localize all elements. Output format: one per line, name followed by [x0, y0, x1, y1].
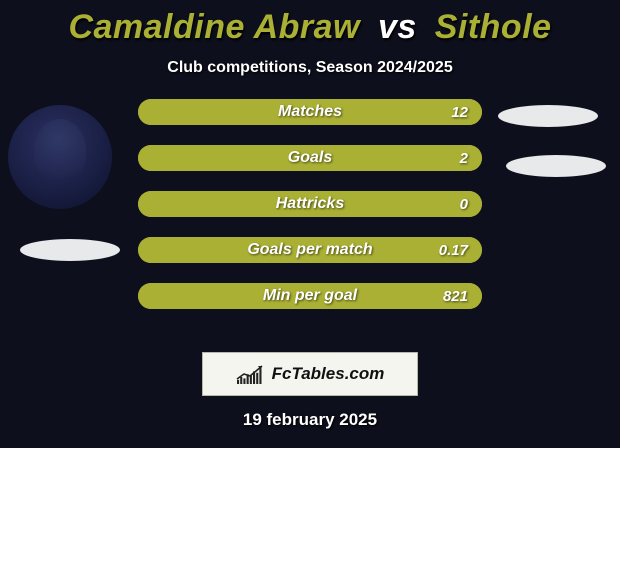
date-text: 19 february 2025	[0, 410, 620, 430]
stat-bars: Matches12 Goals2 Hattricks0 Goals per match…	[138, 99, 482, 329]
title-vs: vs	[378, 8, 417, 46]
stat-bar: Min per goal821	[138, 283, 482, 309]
player-a-shadow-icon	[20, 239, 120, 261]
stat-bar: Matches12	[138, 99, 482, 125]
brand-box: FcTables.com	[202, 352, 418, 396]
stat-bar-fill	[138, 237, 482, 263]
blank-area	[0, 448, 620, 580]
stat-bar: Goals per match0.17	[138, 237, 482, 263]
stat-bar: Goals2	[138, 145, 482, 171]
brand-text: FcTables.com	[272, 364, 385, 384]
stat-bar-fill	[138, 283, 482, 309]
page-title: Camaldine Abraw vs Sithole	[0, 0, 620, 47]
stat-bar: Hattricks0	[138, 191, 482, 217]
page-root: Camaldine Abraw vs Sithole Club competit…	[0, 0, 620, 580]
title-player-b: Sithole	[435, 8, 552, 46]
player-a-photo	[8, 105, 112, 209]
title-player-a: Camaldine Abraw	[68, 8, 360, 46]
stat-bar-fill	[138, 145, 482, 171]
player-b-shadow-icon	[498, 105, 598, 127]
stat-bar-fill	[138, 191, 482, 217]
stat-bar-fill	[138, 99, 482, 125]
player-b-shadow-2-icon	[506, 155, 606, 177]
subtitle: Club competitions, Season 2024/2025	[0, 59, 620, 77]
brand-chart-icon	[236, 364, 264, 384]
